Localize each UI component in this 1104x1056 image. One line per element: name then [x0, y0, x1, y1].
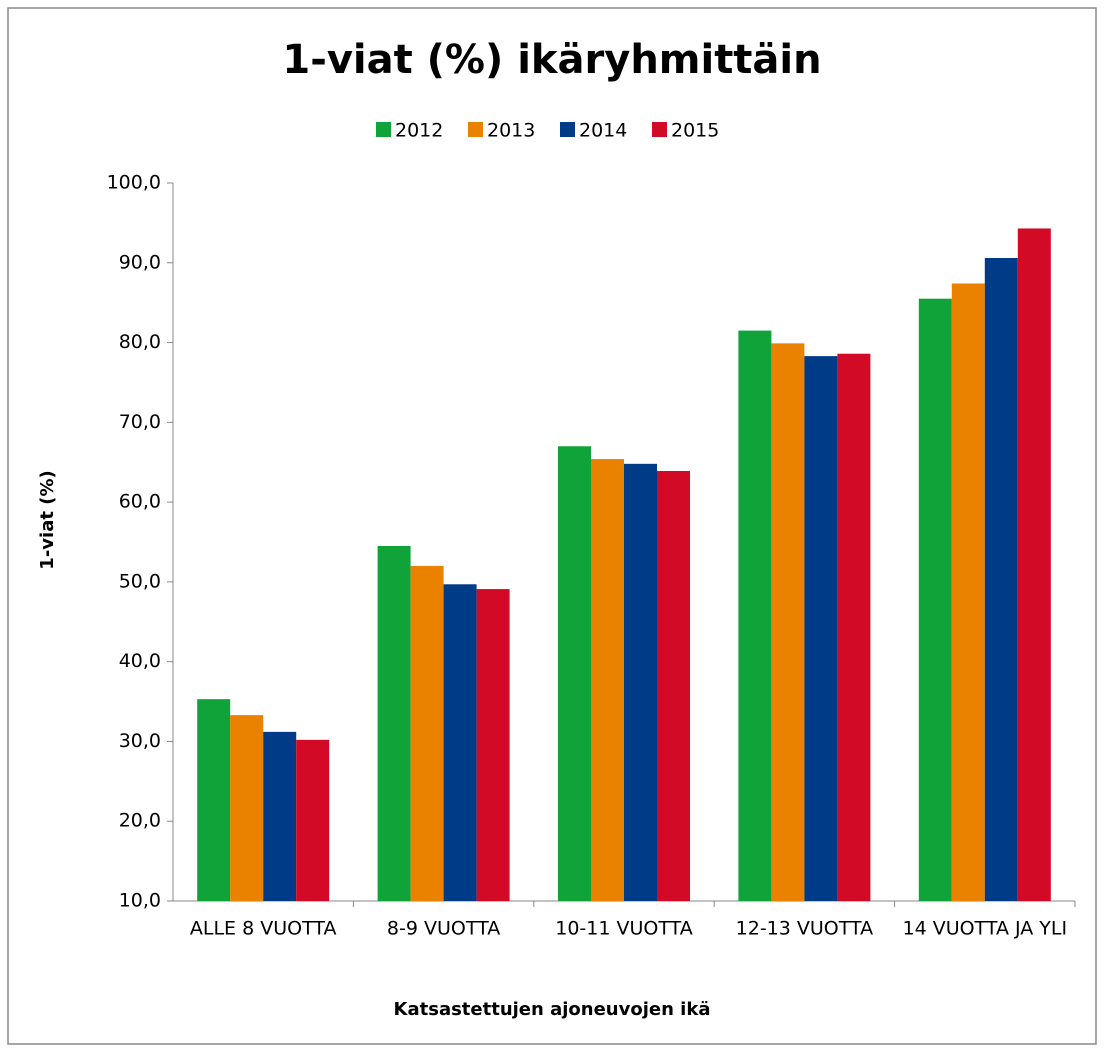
legend-swatch	[652, 122, 667, 137]
legend-label: 2013	[487, 120, 535, 142]
bar	[377, 545, 411, 901]
y-tick-label: 40,0	[119, 650, 161, 672]
y-tick-label: 60,0	[119, 491, 161, 513]
y-axis-title: 1-viat (%)	[37, 470, 58, 569]
bar	[984, 257, 1018, 902]
y-tick-label: 90,0	[119, 251, 161, 273]
legend-swatch	[468, 122, 483, 137]
y-tick-label: 30,0	[119, 730, 161, 752]
y-tick-label: 10,0	[119, 890, 161, 912]
x-tick-label: ALLE 8 VUOTTA	[190, 918, 337, 940]
bar	[1017, 228, 1051, 901]
bar	[738, 330, 772, 902]
bar	[263, 731, 297, 901]
bar	[918, 298, 952, 902]
bar	[657, 470, 690, 901]
y-tick-label: 100,0	[107, 172, 161, 194]
y-tick-label: 50,0	[119, 570, 161, 592]
x-tick-label: 10-11 VUOTTA	[555, 918, 693, 940]
y-tick-label: 80,0	[119, 331, 161, 353]
legend-label: 2014	[579, 120, 627, 142]
bar	[197, 699, 231, 901]
legend-label: 2012	[395, 120, 443, 142]
bar	[476, 589, 510, 901]
bar	[558, 446, 591, 901]
y-tick-label: 20,0	[119, 810, 161, 832]
bar	[230, 715, 264, 901]
chart-frame	[7, 7, 1097, 1045]
legend-swatch	[376, 122, 391, 137]
bar	[591, 459, 624, 901]
chart-title: 1-viat (%) ikäryhmittäin	[282, 37, 821, 83]
bar	[804, 356, 838, 901]
bar	[624, 463, 657, 901]
bar	[837, 353, 871, 901]
legend-swatch	[560, 122, 575, 137]
bar	[443, 584, 477, 901]
bar	[410, 565, 444, 901]
bar	[771, 343, 805, 901]
x-axis-title: Katsastettujen ajoneuvojen ikä	[394, 999, 711, 1020]
y-tick-label: 70,0	[119, 411, 161, 433]
bar	[951, 283, 985, 901]
x-tick-label: 8-9 VUOTTA	[387, 918, 500, 940]
x-tick-label: 14 VUOTTA JA YLI	[902, 918, 1067, 940]
bar	[296, 739, 330, 901]
legend-label: 2015	[671, 120, 719, 142]
x-tick-label: 12-13 VUOTTA	[736, 918, 874, 940]
